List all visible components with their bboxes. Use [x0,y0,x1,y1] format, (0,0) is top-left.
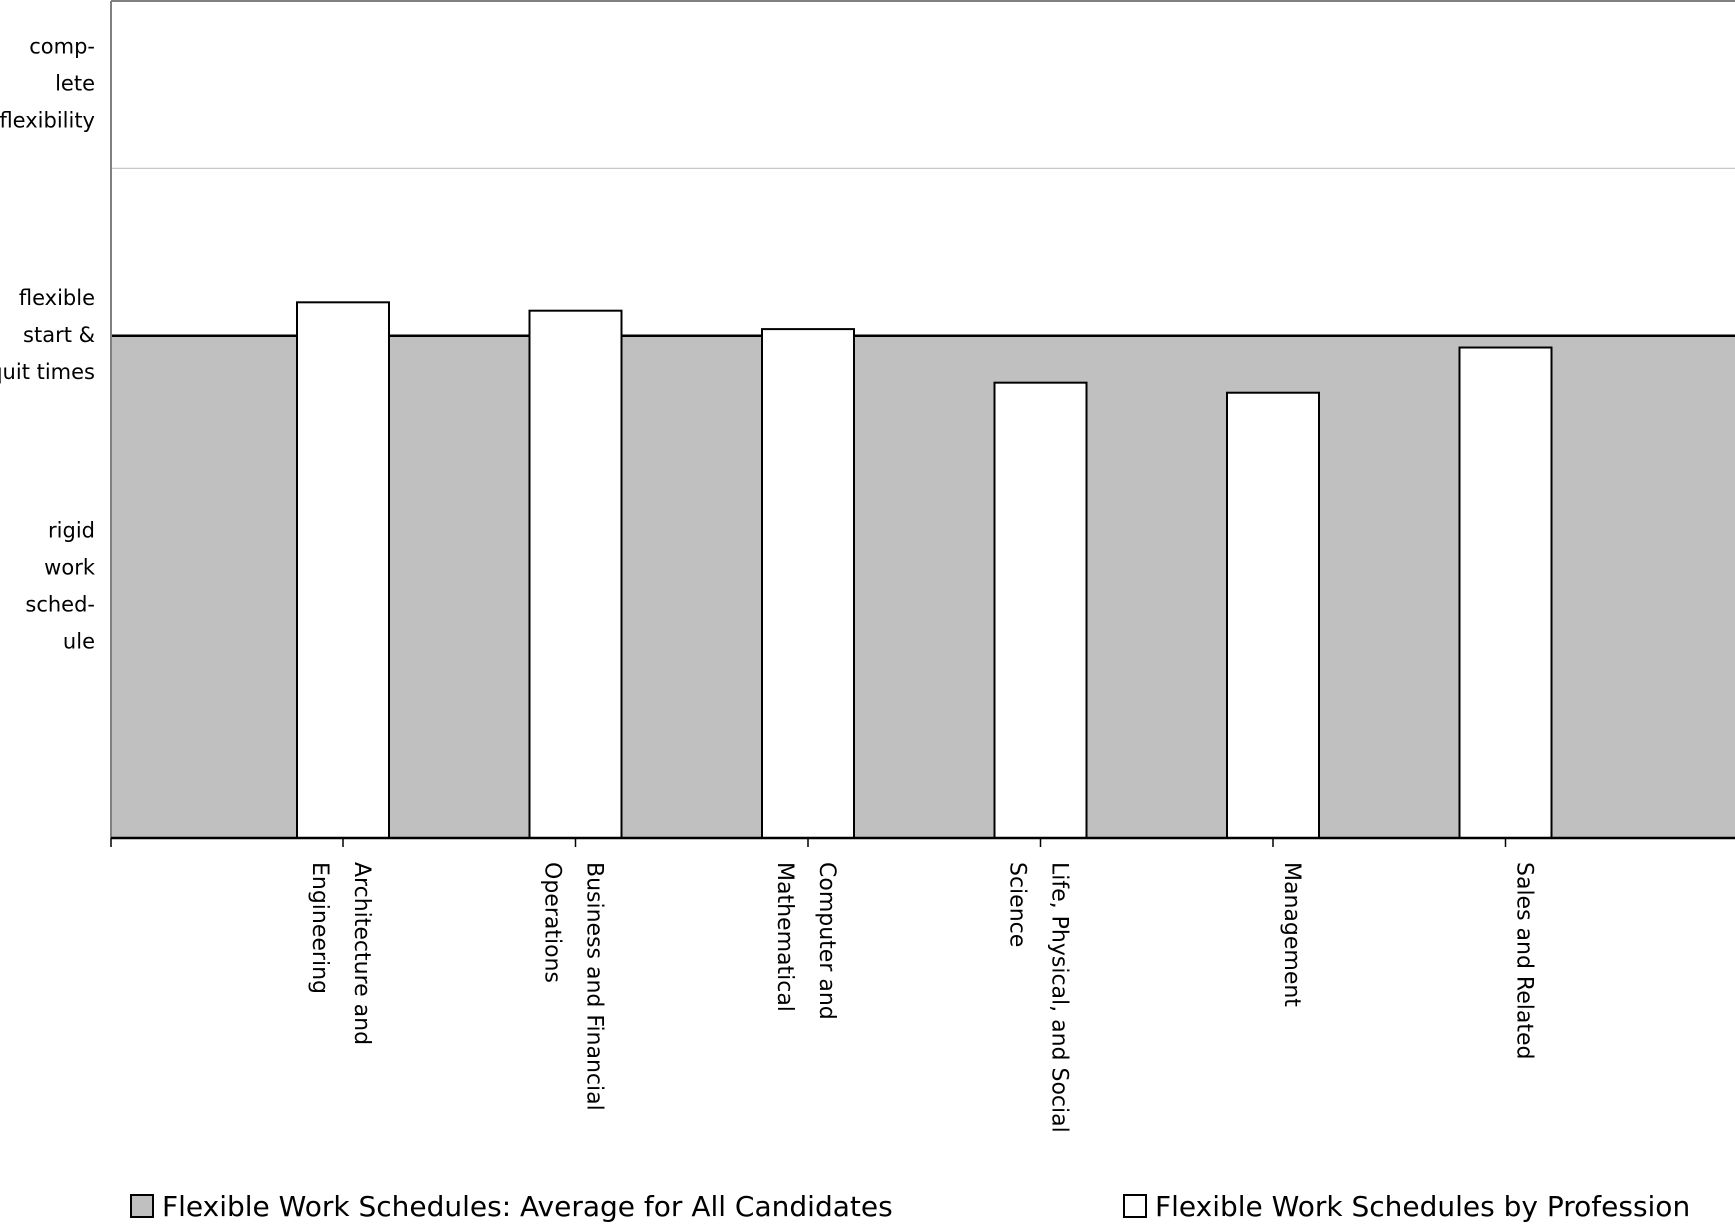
x-tick-label: Life, Physical, and SocialScience [1005,862,1072,1133]
x-tick-label: Computer andMathematical [772,862,839,1020]
x-tick-label: Business and FinancialOperations [540,862,607,1111]
x-tick-label: Sales and Related [1512,862,1537,1059]
bar [296,301,390,839]
legend-label: Flexible Work Schedules by Profession [1155,1190,1690,1223]
bar [528,309,623,839]
legend-swatch [130,1194,154,1218]
svg-text:Management: Management [1279,862,1304,1007]
bar [993,381,1088,839]
x-tick-label: Architecture andEngineering [307,862,374,1045]
svg-text:Sales and Related: Sales and Related [1512,862,1537,1059]
legend: Flexible Work Schedules: Average for All… [130,1190,1690,1223]
bar [1226,391,1320,839]
svg-text:Computer andMathematical: Computer andMathematical [772,862,839,1020]
bar [1458,346,1553,839]
bar [761,328,855,839]
y-tick-label: rigid work sched-ule [25,518,95,653]
plot-area [110,0,1735,847]
x-axis-labels: Architecture andEngineering Business and … [307,862,1537,1133]
legend-swatch [1123,1194,1147,1218]
x-tick-label: Management [1279,862,1304,1007]
svg-text:Business and FinancialOperatio: Business and FinancialOperations [540,862,607,1111]
svg-text:Architecture andEngineering: Architecture andEngineering [307,862,374,1045]
legend-label: Flexible Work Schedules: Average for All… [162,1190,893,1223]
svg-text:Life, Physical, and SocialScie: Life, Physical, and SocialScience [1005,862,1072,1133]
y-tick-label: comp-lete flexibility [0,35,95,133]
